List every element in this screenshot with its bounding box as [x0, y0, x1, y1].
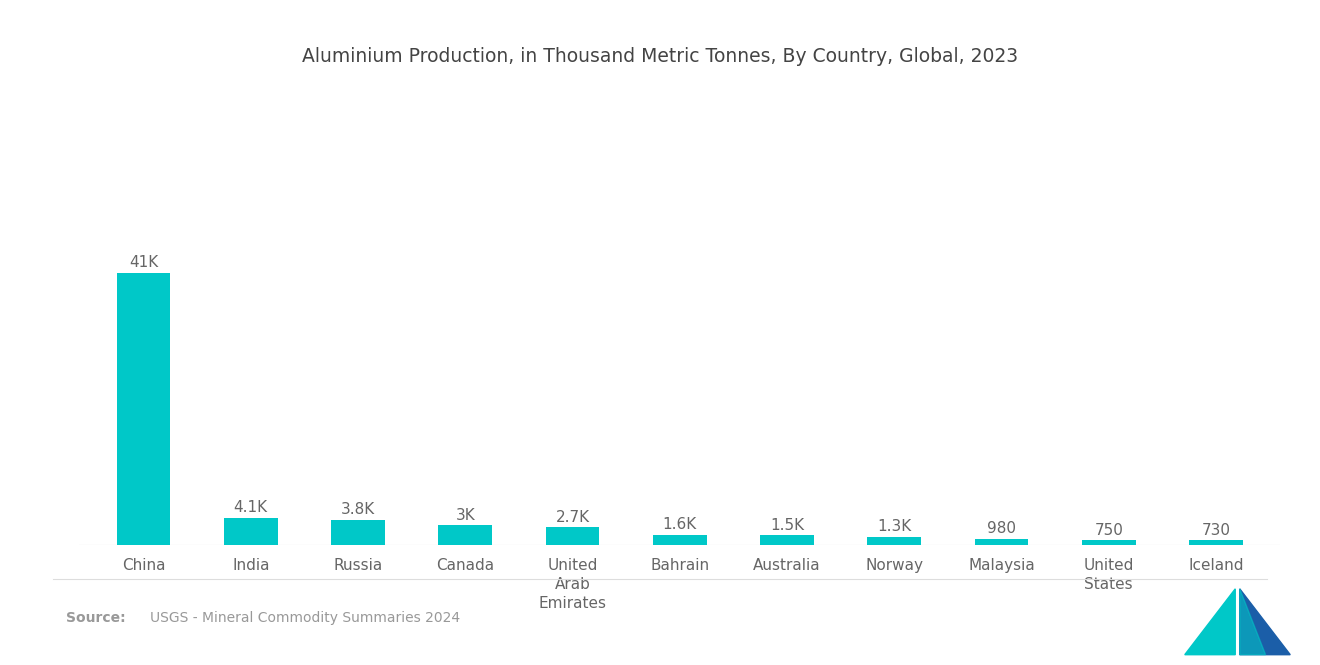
Text: 41K: 41K — [129, 255, 158, 270]
Bar — [760, 535, 814, 545]
Text: 1.3K: 1.3K — [878, 519, 911, 534]
Polygon shape — [1239, 589, 1266, 654]
Bar — [331, 520, 385, 545]
Bar — [1189, 541, 1243, 545]
Text: 980: 980 — [987, 521, 1016, 536]
Text: Source:: Source: — [66, 611, 125, 625]
Text: 1.6K: 1.6K — [663, 517, 697, 532]
Text: 730: 730 — [1201, 523, 1230, 538]
Polygon shape — [1239, 589, 1290, 654]
Text: 750: 750 — [1094, 523, 1123, 537]
Bar — [438, 525, 492, 545]
Bar — [867, 537, 921, 545]
Text: 2.7K: 2.7K — [556, 509, 590, 525]
Bar — [545, 527, 599, 545]
Text: 1.5K: 1.5K — [770, 517, 804, 533]
Text: USGS - Mineral Commodity Summaries 2024: USGS - Mineral Commodity Summaries 2024 — [150, 611, 461, 625]
Text: 3.8K: 3.8K — [341, 502, 375, 517]
Bar — [224, 518, 277, 545]
Text: Aluminium Production, in Thousand Metric Tonnes, By Country, Global, 2023: Aluminium Production, in Thousand Metric… — [302, 47, 1018, 66]
Text: 3K: 3K — [455, 507, 475, 523]
Bar — [974, 539, 1028, 545]
Bar — [653, 535, 706, 545]
Bar — [116, 273, 170, 545]
Bar — [1082, 540, 1135, 545]
Text: 4.1K: 4.1K — [234, 500, 268, 515]
Polygon shape — [1185, 589, 1236, 654]
